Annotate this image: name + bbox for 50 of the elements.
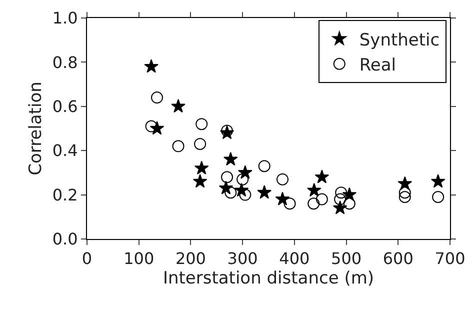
point bbox=[194, 138, 206, 150]
point bbox=[194, 160, 209, 174]
point bbox=[306, 182, 322, 197]
point bbox=[239, 188, 252, 201]
point bbox=[343, 198, 356, 210]
point bbox=[192, 174, 208, 188]
y-tick-label: 1.0 bbox=[52, 8, 78, 28]
point bbox=[284, 198, 296, 210]
point bbox=[196, 118, 208, 130]
point bbox=[398, 191, 411, 204]
y-tick-label: 0.6 bbox=[52, 97, 78, 116]
point bbox=[334, 193, 346, 206]
x-tick-label: 400 bbox=[279, 249, 310, 268]
x-tick-label: 500 bbox=[331, 249, 362, 268]
point bbox=[257, 185, 272, 199]
y-tick-label: 0.4 bbox=[52, 141, 78, 160]
point bbox=[275, 192, 290, 206]
point bbox=[221, 124, 234, 137]
point bbox=[432, 191, 444, 204]
y-axis-title: Correlation bbox=[26, 82, 46, 176]
y-tick-label: 0.8 bbox=[52, 52, 78, 72]
x-tick-label: 200 bbox=[175, 249, 206, 268]
point bbox=[224, 186, 237, 199]
point bbox=[332, 200, 348, 214]
x-tick-label: 0 bbox=[82, 249, 92, 268]
point bbox=[430, 174, 446, 188]
point bbox=[276, 173, 288, 186]
x-tick-label: 300 bbox=[227, 249, 258, 268]
point bbox=[316, 193, 328, 206]
point bbox=[151, 92, 164, 104]
x-tick-label: 700 bbox=[434, 249, 466, 268]
point bbox=[258, 160, 270, 172]
point bbox=[172, 140, 184, 152]
legend-label: Synthetic bbox=[359, 30, 440, 50]
legend-label: Real bbox=[359, 55, 396, 76]
y-tick-label: 0.0 bbox=[52, 230, 78, 249]
point bbox=[308, 198, 320, 210]
point bbox=[223, 152, 238, 166]
point bbox=[144, 59, 158, 73]
point bbox=[171, 98, 186, 113]
point bbox=[221, 171, 234, 184]
point bbox=[145, 120, 158, 132]
x-tick-label: 100 bbox=[124, 249, 154, 268]
x-axis-title: Interstation distance (m) bbox=[162, 268, 374, 289]
x-tick-label: 600 bbox=[382, 249, 414, 268]
y-tick-label: 0.2 bbox=[52, 185, 78, 204]
point bbox=[335, 186, 348, 199]
point bbox=[314, 170, 330, 184]
point bbox=[236, 173, 249, 186]
point bbox=[398, 186, 411, 199]
